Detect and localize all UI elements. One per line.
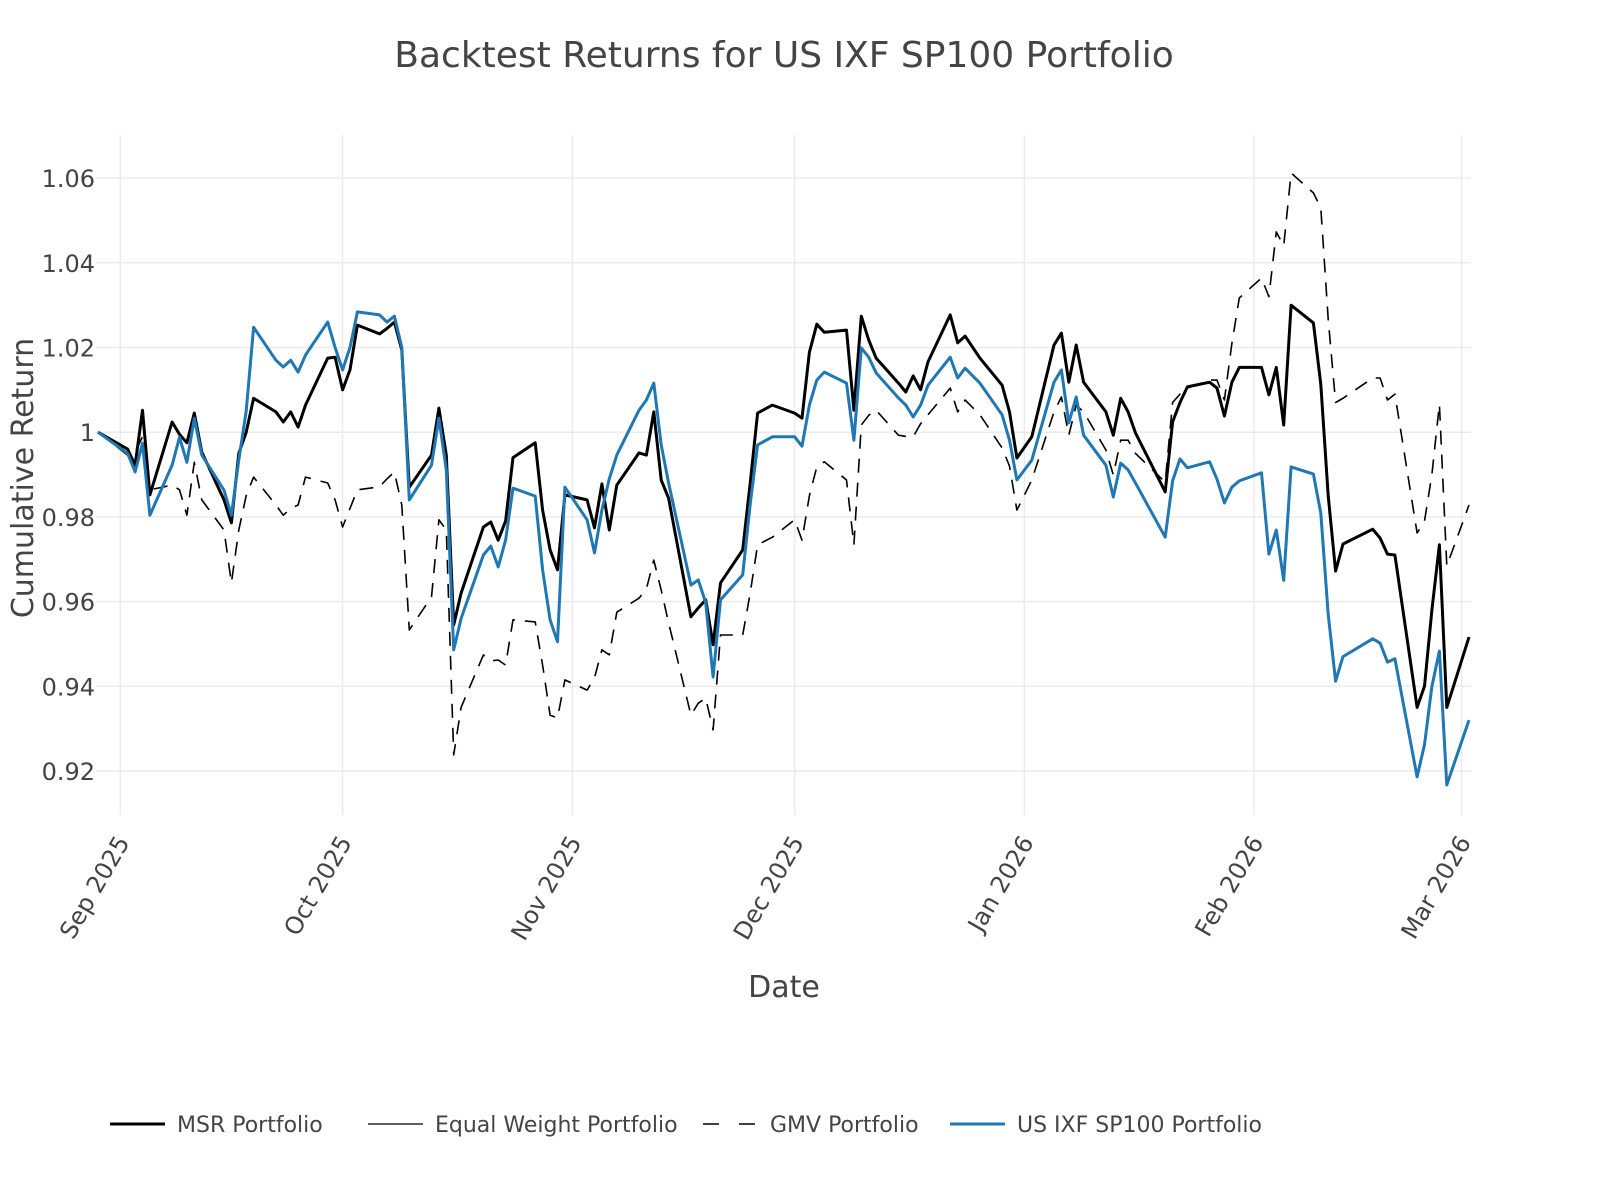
y-tick-label: 1.06 [42,165,95,193]
y-tick-label: 0.96 [42,589,95,617]
y-tick-label: 0.98 [42,504,95,532]
y-tick-label: 1 [80,419,95,447]
series-line-msr-portfolio [97,303,1471,709]
x-tick-label: Oct 2025 [278,831,357,940]
legend-label: GMV Portfolio [770,1113,919,1138]
x-axis-ticks: Sep 2025 Oct 2025 Nov 2025 Dec 2025 Jan 2026… [54,831,1477,945]
x-tick-label: Feb 2026 [1189,831,1269,941]
series-lines [97,172,1471,787]
chart-title: Backtest Returns for US IXF SP100 Portfo… [394,35,1173,76]
x-axis-label: Date [748,970,820,1005]
legend-label: MSR Portfolio [177,1113,323,1138]
legend-item[interactable]: US IXF SP100 Portfolio [950,1113,1262,1138]
y-tick-label: 1.02 [42,334,95,362]
legend: MSR Portfolio Equal Weight Portfolio GMV P… [110,1113,1262,1138]
legend-label: US IXF SP100 Portfolio [1017,1113,1262,1138]
series-line-us-ixf-sp100-portfolio [97,310,1471,787]
x-tick-label: Nov 2025 [505,831,587,945]
legend-item[interactable]: GMV Portfolio [703,1113,919,1138]
y-tick-label: 0.92 [42,758,95,786]
y-tick-label: 1.04 [42,250,95,278]
legend-item[interactable]: MSR Portfolio [110,1113,323,1138]
x-tick-label: Sep 2025 [54,831,135,944]
legend-item[interactable]: Equal Weight Portfolio [368,1113,678,1138]
legend-label: Equal Weight Portfolio [435,1113,678,1138]
x-tick-label: Jan 2026 [961,831,1039,938]
x-tick-label: Mar 2026 [1396,831,1477,944]
gridlines [96,135,1471,815]
series-line-gmv-portfolio [97,172,1470,756]
y-axis-ticks: 1.06 1.04 1.02 1 0.98 0.96 0.94 0.92 [42,165,95,786]
x-tick-label: Dec 2025 [728,831,810,945]
y-tick-label: 0.94 [42,673,95,701]
y-axis-label: Cumulative Return [6,338,41,618]
